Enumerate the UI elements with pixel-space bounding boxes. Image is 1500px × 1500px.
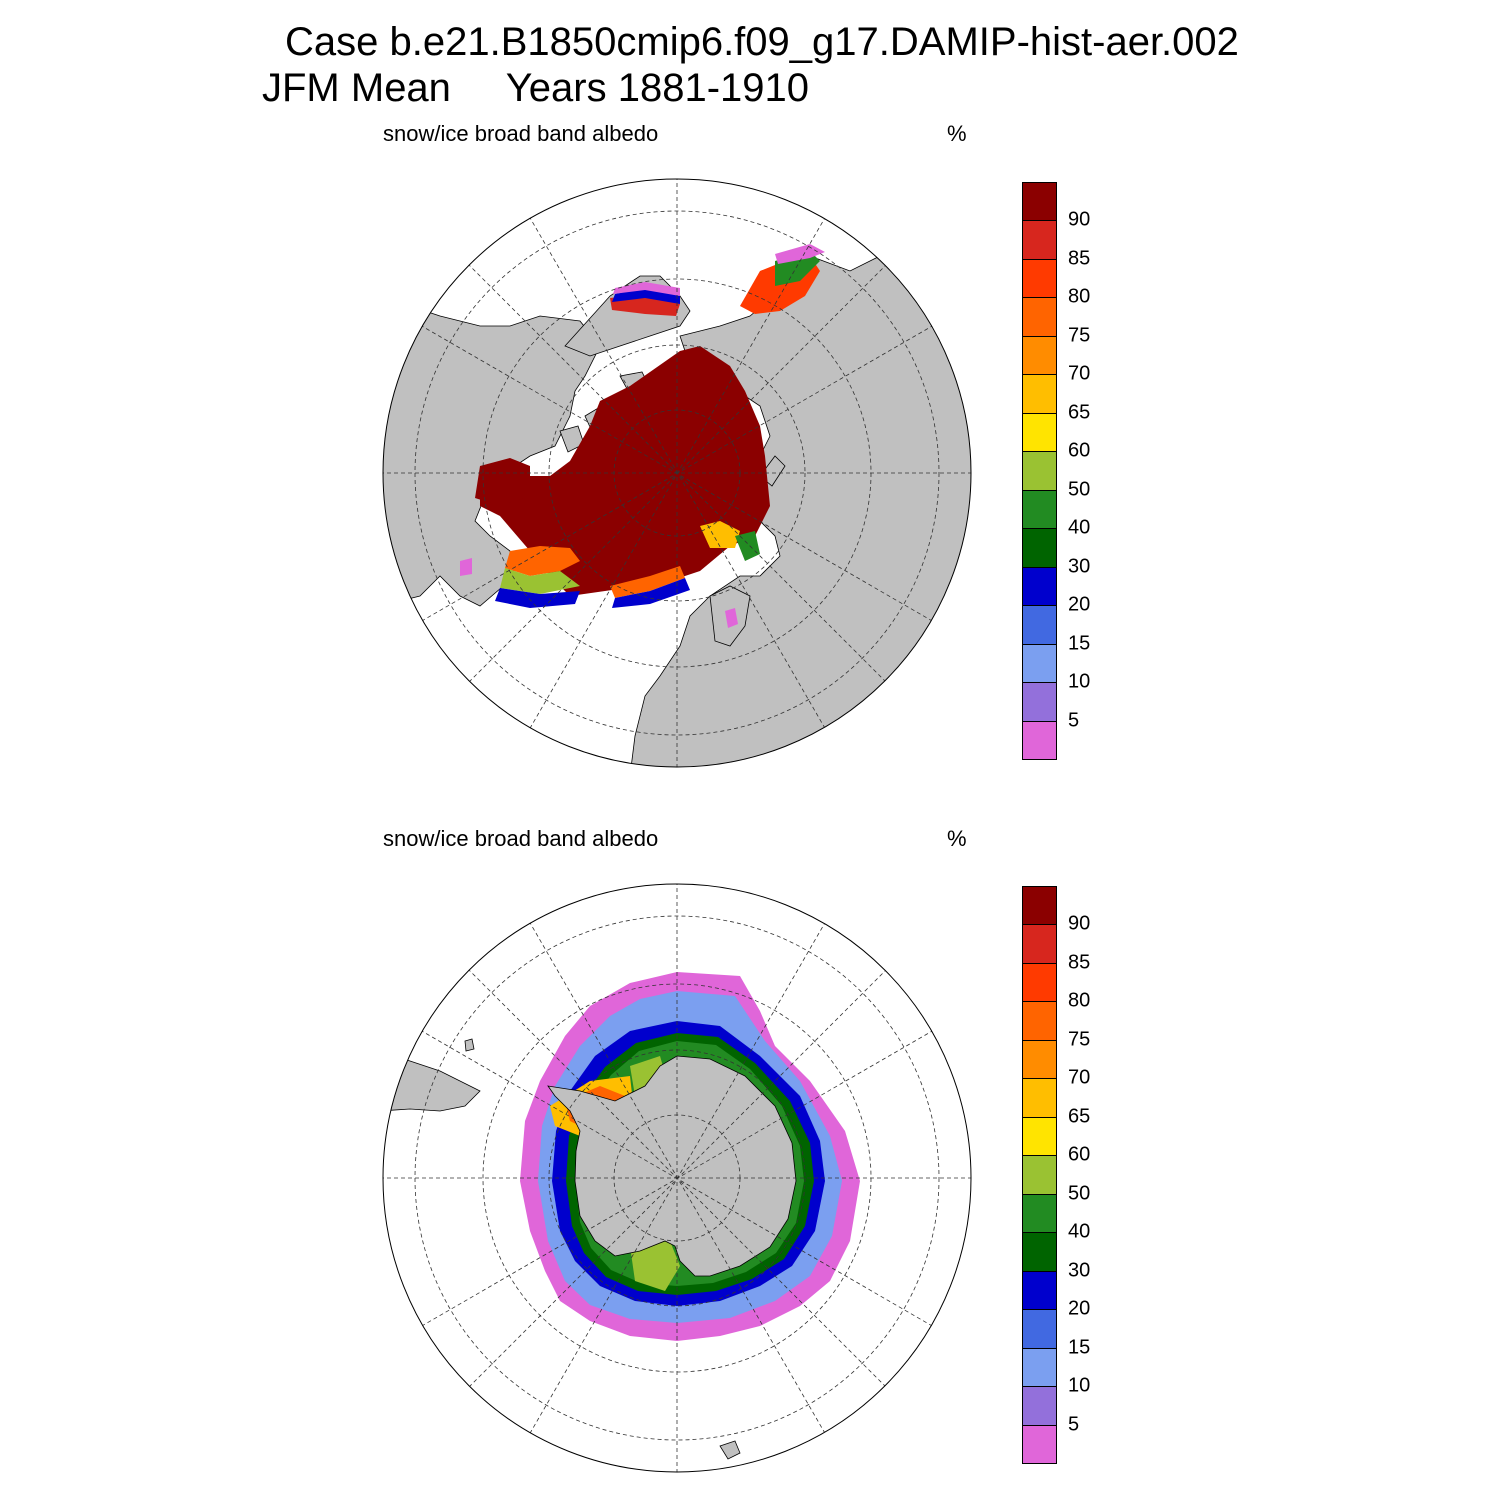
colorbar-swatch xyxy=(1022,182,1057,222)
colorbar-swatch xyxy=(1022,962,1057,1003)
colorbar-swatch xyxy=(1022,489,1057,530)
colorbar-swatch xyxy=(1022,566,1057,607)
colorbar-label: 85 xyxy=(1068,951,1091,974)
colorbar-swatch xyxy=(1022,1155,1057,1195)
colorbar-label: 50 xyxy=(1068,1182,1091,1205)
north-map-border xyxy=(382,178,972,768)
colorbar-label: 20 xyxy=(1068,1297,1091,1320)
south-sea-ice xyxy=(520,972,860,1341)
colorbar-label: 20 xyxy=(1068,593,1091,616)
colorbar-swatch xyxy=(1022,220,1057,260)
north-graticule xyxy=(383,179,971,767)
south-panel-title: snow/ice broad band albedo xyxy=(383,826,659,851)
south-colorbar: 90 85 80 75 70 65 60 50 40 30 20 15 10 5 xyxy=(1022,886,1090,1464)
colorbar-swatch xyxy=(1022,1116,1057,1157)
colorbar-swatch xyxy=(1022,528,1057,568)
colorbar-swatch xyxy=(1022,374,1057,414)
colorbar-label: 60 xyxy=(1068,439,1091,462)
colorbar-swatch xyxy=(1022,1078,1057,1118)
colorbar-label: 50 xyxy=(1068,478,1091,501)
colorbar-label: 75 xyxy=(1068,1028,1091,1051)
colorbar-swatch xyxy=(1022,1309,1057,1349)
north-sea-ice xyxy=(460,244,825,628)
colorbar-label: 75 xyxy=(1068,324,1091,347)
colorbar-label: 85 xyxy=(1068,247,1091,270)
colorbar-swatch xyxy=(1022,297,1057,337)
north-panel-units: % xyxy=(947,121,967,146)
colorbar-label: 70 xyxy=(1068,1066,1091,1089)
north-panel-title: snow/ice broad band albedo xyxy=(383,121,659,146)
colorbar-label: 70 xyxy=(1068,362,1091,385)
colorbar-swatch xyxy=(1022,720,1057,760)
colorbar-label: 30 xyxy=(1068,555,1091,578)
colorbar-swatch xyxy=(1022,258,1057,299)
colorbar-swatch xyxy=(1022,1270,1057,1311)
colorbar-swatch xyxy=(1022,1039,1057,1080)
figure-title-period: JFM Mean Years 1881-1910 xyxy=(262,66,809,110)
colorbar-label: 15 xyxy=(1068,1336,1091,1359)
colorbar-label: 10 xyxy=(1068,670,1091,693)
colorbar-label: 40 xyxy=(1068,1220,1091,1243)
colorbar-swatch xyxy=(1022,1001,1057,1041)
colorbar-swatch xyxy=(1022,886,1057,926)
colorbar-label: 5 xyxy=(1068,1413,1080,1436)
south-panel-units: % xyxy=(947,826,967,851)
colorbar-label: 80 xyxy=(1068,989,1091,1012)
colorbar-swatch xyxy=(1022,1347,1057,1388)
colorbar-label: 5 xyxy=(1068,709,1080,732)
north-colorbar: 90 85 80 75 70 65 60 50 40 30 20 15 10 5 xyxy=(1022,182,1090,760)
colorbar-swatch xyxy=(1022,1424,1057,1464)
colorbar-swatch xyxy=(1022,924,1057,964)
colorbar-swatch xyxy=(1022,412,1057,453)
colorbar-swatch xyxy=(1022,682,1057,722)
colorbar-label: 90 xyxy=(1068,208,1091,231)
colorbar-swatch xyxy=(1022,643,1057,684)
south-graticule xyxy=(383,884,971,1472)
colorbar-swatch xyxy=(1022,335,1057,376)
colorbar-label: 80 xyxy=(1068,285,1091,308)
colorbar-label: 10 xyxy=(1068,1374,1091,1397)
colorbar-label: 30 xyxy=(1068,1259,1091,1282)
north-polar-map xyxy=(382,178,972,768)
colorbar-label: 40 xyxy=(1068,516,1091,539)
antarctica-land xyxy=(547,1055,797,1277)
colorbar-swatch xyxy=(1022,605,1057,645)
colorbar-swatch xyxy=(1022,451,1057,491)
colorbar-label: 15 xyxy=(1068,632,1091,655)
colorbar-label: 65 xyxy=(1068,1105,1091,1128)
south-map-border xyxy=(382,883,972,1473)
colorbar-label: 65 xyxy=(1068,401,1091,424)
figure-title-case: Case b.e21.B1850cmip6.f09_g17.DAMIP-hist… xyxy=(285,20,1239,64)
colorbar-swatch xyxy=(1022,1386,1057,1426)
colorbar-label: 90 xyxy=(1068,912,1091,935)
colorbar-label: 60 xyxy=(1068,1143,1091,1166)
colorbar-swatch xyxy=(1022,1232,1057,1272)
south-polar-map xyxy=(382,883,972,1473)
colorbar-swatch xyxy=(1022,1193,1057,1234)
